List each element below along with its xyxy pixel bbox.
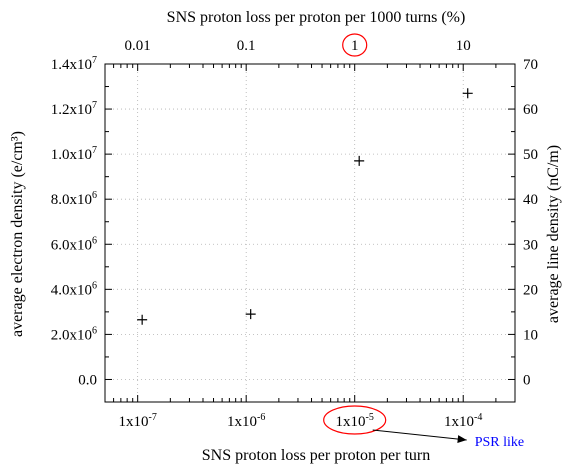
x-tick-label: 1x10-6	[227, 412, 265, 430]
y-tick-label: 1.2x107	[51, 100, 97, 118]
highlight-ellipse-top	[342, 33, 368, 57]
y-tick-label: 1.4x107	[51, 55, 97, 73]
callout-arrow	[372, 429, 467, 441]
y-tick-label: 1.0x107	[51, 145, 97, 163]
plot-frame	[104, 63, 516, 403]
y-tick-label: 6.0x106	[51, 235, 97, 253]
y-tick-label: 4.0x106	[51, 280, 97, 298]
y-right-tick-label: 30	[523, 237, 538, 253]
x-top-tick-label: 1	[351, 38, 359, 54]
y-right-tick-label: 40	[523, 192, 538, 208]
tick-labels: 1x10-7 1x10-6 1x10-5 1x10-4 0.01 0.1 1 10 0.0 2.0…	[51, 38, 538, 430]
data-point	[462, 88, 473, 99]
x-tick-label: 1x10-4	[444, 412, 482, 430]
data-point	[354, 155, 365, 166]
y-right-tick-label: 10	[523, 327, 538, 343]
y-right-tick-label: 70	[523, 57, 538, 73]
callout-arrow-head	[457, 435, 467, 444]
x-tick-label: 1x10-5	[336, 412, 374, 430]
psr-like-label: PSR like	[475, 435, 524, 450]
data-point	[137, 314, 148, 325]
y-axis-right-title: average line density (nC/m)	[545, 145, 562, 323]
x-axis-title: SNS proton loss per proton per turn	[202, 447, 430, 464]
y-right-tick-label: 60	[523, 102, 538, 118]
y-axis-left-title: average electron density (e/cm³)	[9, 131, 26, 337]
highlight-ellipse-bottom	[323, 405, 387, 435]
x-top-tick-label: 0.1	[237, 38, 256, 54]
psr-annotation: PSR like	[323, 33, 524, 450]
x-tick-label: 1x10-7	[118, 412, 156, 430]
y-right-tick-label: 20	[523, 282, 538, 298]
grid-lines	[105, 64, 515, 402]
y-right-tick-label: 50	[523, 147, 538, 163]
x-top-tick-label: 0.01	[125, 38, 151, 54]
x-top-tick-label: 10	[456, 38, 471, 54]
tick-marks	[104, 63, 515, 402]
y-tick-label: 2.0x106	[51, 325, 97, 343]
data-points	[137, 88, 473, 325]
y-tick-label: 0.0	[78, 372, 97, 388]
y-tick-label: 8.0x106	[51, 190, 97, 208]
x-axis-top-title: SNS proton loss per proton per 1000 turn…	[167, 9, 466, 26]
data-point	[245, 309, 256, 320]
y-right-tick-label: 0	[523, 372, 531, 388]
